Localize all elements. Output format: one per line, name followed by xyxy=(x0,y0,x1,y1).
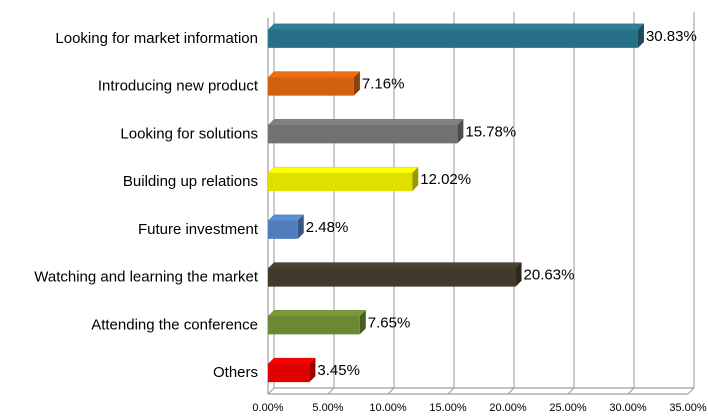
value-label: 20.63% xyxy=(524,267,575,284)
value-label: 3.45% xyxy=(317,362,360,379)
bar-side xyxy=(637,23,644,48)
y-tick-label: Others xyxy=(213,364,258,381)
value-label: 30.83% xyxy=(646,28,697,45)
bar-side xyxy=(359,310,366,335)
grid-floor xyxy=(387,387,395,395)
y-tick-label: Watching and learning the market xyxy=(34,269,259,286)
bar-top xyxy=(267,262,523,269)
value-label: 7.65% xyxy=(368,314,411,331)
bar-side xyxy=(353,71,360,96)
bar-top xyxy=(267,71,361,78)
bar xyxy=(268,29,638,48)
value-label: 7.16% xyxy=(362,76,405,93)
bar-side xyxy=(297,214,304,239)
bar-side xyxy=(309,358,316,383)
value-label: 12.02% xyxy=(420,171,471,188)
x-tick-label: 10.00% xyxy=(369,402,407,414)
x-tick-label: 35.00% xyxy=(669,402,707,414)
bar-top xyxy=(267,357,317,365)
grid-floor xyxy=(687,387,695,395)
bar-top xyxy=(267,23,645,31)
x-tick-label: 30.00% xyxy=(609,402,647,414)
x-tick-label: 25.00% xyxy=(549,402,587,414)
bar xyxy=(268,77,354,96)
bar xyxy=(268,364,310,383)
bar-top xyxy=(267,166,419,174)
bar-side xyxy=(457,119,464,144)
bar xyxy=(268,268,516,287)
y-tick-label: Looking for solutions xyxy=(120,125,258,142)
y-tick-label: Attending the conference xyxy=(91,316,258,333)
value-label: 2.48% xyxy=(306,219,349,236)
grid-floor xyxy=(447,387,455,395)
bar xyxy=(268,125,458,144)
y-tick-label: Looking for market information xyxy=(55,30,258,47)
bar-top xyxy=(267,310,367,317)
bar-side xyxy=(412,167,419,192)
y-tick-label: Introducing new product xyxy=(98,78,259,95)
grid-floor xyxy=(567,387,575,395)
grid-floor xyxy=(627,387,635,395)
bar-side xyxy=(515,262,522,287)
bar xyxy=(268,173,413,192)
grid-floor xyxy=(267,387,275,395)
y-tick-label: Building up relations xyxy=(123,173,258,190)
grid-floor xyxy=(507,387,515,395)
bar xyxy=(268,316,360,335)
bar-top xyxy=(267,119,464,126)
value-label: 15.78% xyxy=(465,123,516,140)
x-tick-label: 20.00% xyxy=(489,402,527,414)
x-tick-label: 0.00% xyxy=(252,402,283,414)
grid-floor xyxy=(327,387,335,395)
bar-top xyxy=(267,214,305,222)
x-tick-label: 15.00% xyxy=(429,402,467,414)
x-tick-label: 5.00% xyxy=(312,402,343,414)
y-tick-label: Future investment xyxy=(138,221,259,238)
bar xyxy=(268,220,298,239)
